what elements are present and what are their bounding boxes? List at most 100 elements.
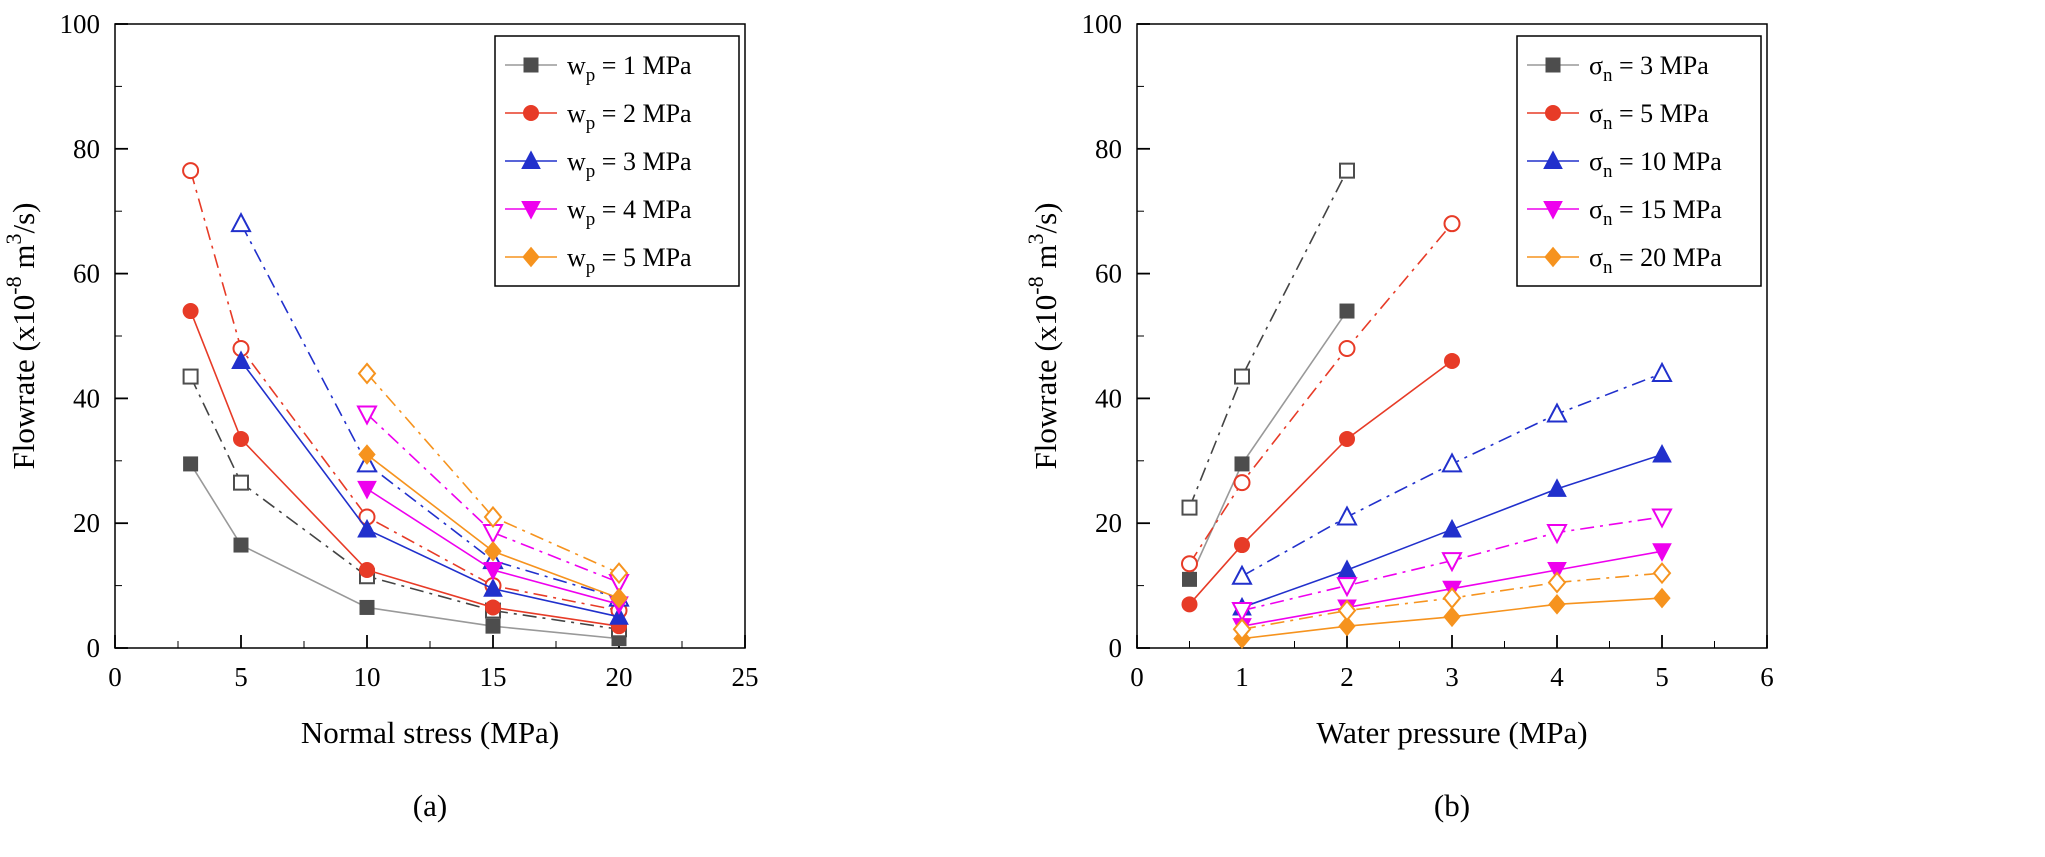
data-point-marker-diamond-filled: [522, 246, 540, 268]
series-2: [182, 303, 627, 635]
data-point-marker-triangle-up-filled: [357, 518, 377, 538]
data-point-marker-diamond-filled: [610, 587, 628, 609]
data-point-marker-triangle-down-open: [1441, 552, 1463, 573]
chart-panel-a: 0 5 10 15 20 25 0 20 40 60 80 100 Normal stress (MPa…: [1, 9, 759, 823]
data-point-marker-triangle-down-open: [1231, 602, 1253, 623]
svg-text:0: 0: [108, 662, 122, 692]
y-axis-label: Flowrate (x10-8 m3/s): [1, 203, 41, 470]
svg-text:5: 5: [234, 662, 248, 692]
svg-text:0: 0: [1109, 633, 1123, 663]
svg-text:40: 40: [1095, 383, 1122, 413]
legend-label: wp = 5 MPa: [567, 243, 692, 278]
data-point-marker-triangle-up-filled: [1442, 518, 1462, 538]
data-point-marker-circle-filled: [1339, 430, 1355, 447]
data-point-marker-triangle-down-filled: [1547, 562, 1567, 581]
data-point-marker-triangle-down-filled: [357, 480, 377, 500]
data-point-marker-triangle-up-filled: [1547, 478, 1567, 497]
data-point-marker-circle-open: [1443, 215, 1461, 233]
data-point-marker-square-filled: [233, 537, 249, 553]
data-point-marker-square-filled: [359, 599, 375, 615]
series-4: [231, 350, 629, 625]
svg-text:20: 20: [1095, 508, 1122, 538]
series-0: [183, 456, 627, 647]
data-point-marker-triangle-down-filled: [521, 201, 541, 220]
data-point-marker-circle-filled: [485, 599, 501, 616]
svg-text:6: 6: [1760, 662, 1774, 692]
series-9: [1232, 562, 1672, 641]
data-point-marker-diamond-open: [1652, 562, 1672, 585]
data-point-marker-triangle-down-filled: [1543, 201, 1563, 220]
data-point-marker-circle-filled: [1444, 352, 1460, 369]
data-point-marker-diamond-open: [1547, 571, 1567, 594]
data-point-marker-circle-filled: [1181, 596, 1198, 613]
svg-text:4: 4: [1550, 662, 1564, 692]
data-point-marker-diamond-filled: [1653, 587, 1671, 609]
data-point-marker-circle-filled: [233, 430, 249, 447]
data-point-marker-diamond-open: [483, 505, 503, 529]
data-point-marker-diamond-filled: [1548, 594, 1566, 615]
data-point-marker-diamond-filled: [1544, 246, 1562, 268]
series-8: [358, 444, 628, 609]
x-axis-label: Normal stress (MPa): [301, 715, 559, 750]
svg-text:100: 100: [60, 9, 101, 39]
data-point-marker-triangle-up-filled: [1652, 443, 1672, 463]
legend-label: σn = 3 MPa: [1589, 51, 1709, 86]
data-point-marker-triangle-up-open: [1546, 402, 1568, 423]
legend-label: σn = 20 MPa: [1589, 243, 1722, 278]
data-point-marker-circle-filled: [1545, 105, 1561, 121]
data-point-marker-triangle-up-open: [230, 212, 252, 233]
y-axis-label: Flowrate (x10-8 m3/s): [1023, 203, 1063, 470]
series-3: [1181, 215, 1461, 573]
legend: σn = 3 MPa σn = 5 MPa σn = 10 MPa σn = 15 M…: [1516, 35, 1762, 287]
data-point-marker-triangle-up-filled: [521, 150, 541, 169]
svg-text:20: 20: [606, 662, 633, 692]
panel-b: 0 1 2 3 4 5 6 0 20 40 60 80 100 Water pressure (MPa) F…: [1022, 0, 2044, 857]
data-point-marker-square-filled: [485, 618, 501, 634]
data-point-marker-circle-open: [1233, 474, 1251, 492]
data-point-marker-square-open: [233, 474, 249, 491]
svg-text:100: 100: [1082, 9, 1123, 39]
data-point-marker-circle-open: [1181, 555, 1198, 573]
data-point-marker-diamond-open: [1232, 618, 1252, 641]
svg-text:2: 2: [1340, 662, 1354, 692]
legend-label: wp = 2 MPa: [567, 99, 692, 134]
svg-text:40: 40: [73, 383, 100, 413]
legend-label: wp = 4 MPa: [567, 195, 692, 230]
data-point-marker-square-filled: [1182, 571, 1197, 587]
data-point-marker-triangle-up-filled: [231, 350, 251, 369]
data-point-marker-square-filled: [523, 57, 539, 73]
data-point-marker-circle-open: [182, 162, 200, 180]
x-axis-label: Water pressure (MPa): [1316, 715, 1587, 750]
svg-text:60: 60: [73, 259, 100, 289]
axes-ticks: [1136, 23, 1768, 649]
tick-labels: 0 5 10 15 20 25 0 20 40 60 80 100: [60, 9, 759, 692]
series-2: [1181, 352, 1460, 613]
svg-text:20: 20: [73, 508, 100, 538]
data-point-marker-square-open: [1234, 368, 1250, 385]
data-point-marker-diamond-open: [1337, 599, 1357, 622]
data-point-marker-triangle-down-open: [1546, 524, 1568, 545]
data-point-marker-triangle-up-filled: [1337, 559, 1357, 578]
data-point-marker-triangle-up-open: [1441, 452, 1463, 473]
legend: wp = 1 MPa wp = 2 MPa wp = 3 MPa wp = 4 MPa…: [494, 35, 740, 287]
data-point-marker-square-open: [182, 368, 199, 385]
data-point-marker-triangle-up-filled: [483, 578, 503, 597]
data-point-marker-triangle-down-open: [356, 405, 378, 426]
legend-label: wp = 1 MPa: [567, 51, 692, 86]
data-point-marker-square-filled: [1339, 303, 1355, 319]
legend-label: σn = 5 MPa: [1589, 99, 1709, 134]
data-point-marker-circle-filled: [359, 562, 375, 578]
data-point-marker-triangle-down-open: [1336, 577, 1358, 598]
data-point-marker-diamond-filled: [358, 444, 376, 465]
series-0: [1182, 303, 1355, 587]
panel-caption: (b): [1434, 788, 1470, 823]
data-point-marker-circle-filled: [523, 105, 539, 121]
legend-label: σn = 15 MPa: [1589, 195, 1722, 230]
svg-text:10: 10: [354, 662, 381, 692]
data-point-marker-triangle-up-open: [1651, 361, 1673, 382]
series-7: [1231, 508, 1673, 623]
data-point-marker-diamond-filled: [1443, 606, 1461, 628]
series-5: [1231, 361, 1673, 585]
